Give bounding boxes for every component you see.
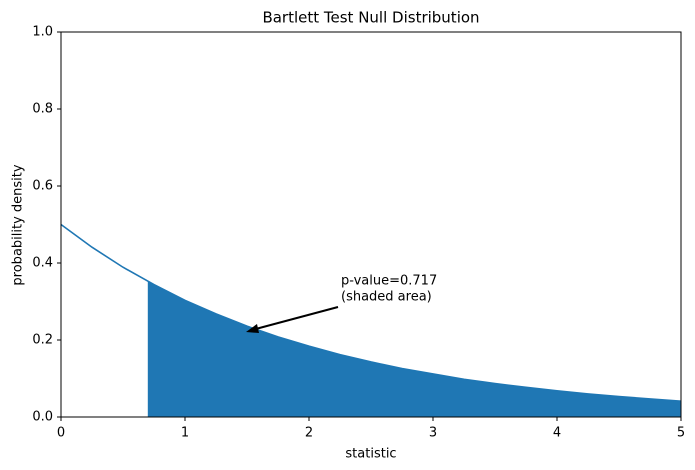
- y-axis-label: probability density: [11, 164, 26, 285]
- y-tick-label: 1.0: [32, 25, 53, 40]
- y-tick-label: 0.2: [32, 333, 53, 348]
- x-axis-label: statistic: [345, 447, 396, 462]
- shaded-area: [147, 281, 682, 417]
- x-tick-label: 1: [181, 426, 189, 441]
- annotation-text: (shaded area): [341, 290, 432, 305]
- annotation-arrowhead: [246, 324, 259, 333]
- x-tick-label: 0: [57, 426, 65, 441]
- y-tick-label: 0.8: [32, 102, 53, 117]
- y-tick-label: 0.4: [32, 256, 53, 271]
- annotation-arrow: [251, 306, 339, 331]
- x-tick-label: 4: [553, 426, 561, 441]
- annotation-text: p-value=0.717: [341, 274, 437, 289]
- x-tick-label: 2: [305, 426, 313, 441]
- x-tick-label: 3: [429, 426, 437, 441]
- y-tick-label: 0.6: [32, 179, 53, 194]
- plot-frame: [60, 31, 682, 418]
- x-tick-label: 5: [677, 426, 685, 441]
- y-tick-label: 0.0: [32, 410, 53, 425]
- line: [60, 223, 682, 403]
- chart-title: Bartlett Test Null Distribution: [262, 9, 479, 27]
